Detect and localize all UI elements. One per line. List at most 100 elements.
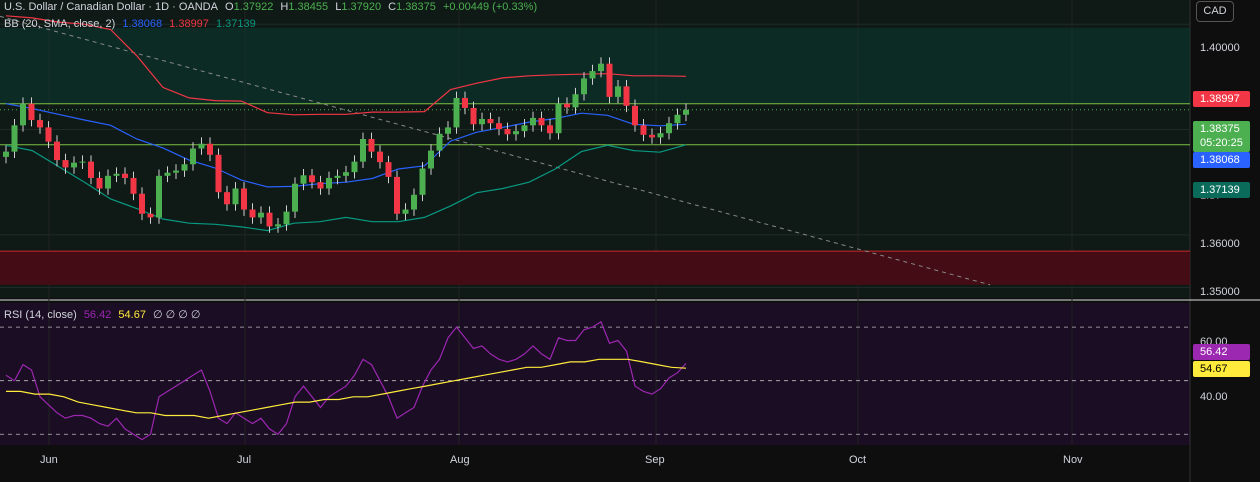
- candle-body-41: [351, 161, 358, 173]
- time-axis-bg: [0, 445, 1260, 482]
- time-tick-nov: Nov: [1063, 454, 1083, 466]
- bb-label: BB (20, SMA, close, 2): [4, 18, 116, 30]
- symbol-legend: U.S. Dollar / Canadian Dollar · 1D · OAN…: [4, 1, 541, 13]
- candle-body-53: [453, 97, 460, 128]
- candle-body-23: [198, 143, 205, 149]
- candle-body-68: [581, 78, 587, 95]
- candle-body-38: [326, 177, 332, 189]
- candle-body-20: [173, 170, 179, 173]
- candle-body-55: [470, 107, 477, 125]
- candle-body-33: [283, 211, 290, 225]
- time-tick-sep: Sep: [645, 454, 665, 466]
- candle-body-12: [105, 175, 111, 189]
- candle-body-15: [130, 177, 137, 194]
- candle-body-5: [45, 127, 52, 142]
- candle-body-28: [241, 188, 247, 210]
- candle-body-17: [147, 213, 154, 218]
- candle-body-77: [657, 133, 664, 138]
- candle-body-9: [79, 161, 86, 163]
- bb-upper-tag: 1.38997: [1193, 91, 1250, 107]
- candle-body-63: [538, 117, 545, 126]
- bb-basis-value: 1.38068: [122, 18, 163, 30]
- candle-body-79: [674, 114, 681, 124]
- candle-body-40: [343, 172, 349, 176]
- time-tick-oct: Oct: [849, 454, 867, 466]
- candle-body-80: [683, 109, 689, 115]
- candle-body-11: [96, 177, 103, 189]
- bb-legend[interactable]: BB (20, SMA, close, 2) 1.38068 1.38997 1…: [4, 18, 260, 30]
- open-label: O: [225, 1, 234, 13]
- rsi-sma-line: [6, 358, 687, 419]
- candle-body-22: [190, 148, 196, 165]
- candle-body-7: [62, 160, 69, 168]
- currency-button[interactable]: CAD: [1196, 1, 1234, 22]
- candle-body-31: [266, 212, 273, 227]
- bb-lower-line: [5, 144, 687, 232]
- price-tick-1.40: 1.40000: [1200, 42, 1240, 54]
- candle-body-64: [547, 125, 553, 134]
- time-tick-jul: Jul: [237, 454, 252, 466]
- candle-body-67: [572, 94, 579, 108]
- symbol-title: U.S. Dollar / Canadian Dollar · 1D · OAN…: [4, 1, 218, 13]
- resistance-zone: [0, 27, 1190, 104]
- low-value: 1.37920: [341, 1, 382, 13]
- bb-upper-line: [5, 15, 687, 116]
- candle-body-4: [37, 120, 43, 128]
- candle-body-54: [462, 97, 468, 108]
- candle-body-25: [215, 154, 222, 193]
- candle-body-52: [445, 127, 451, 134]
- candle-body-50: [428, 150, 434, 169]
- last-price-tag: 1.38375 05:20:25: [1193, 121, 1250, 152]
- candle-body-45: [385, 162, 392, 177]
- candle-body-35: [300, 175, 307, 184]
- candle-body-2: [20, 103, 26, 126]
- candle-body-49: [419, 168, 426, 195]
- candle-body-39: [334, 175, 341, 178]
- rsi-sma-tag: 54.67: [1193, 361, 1250, 377]
- rsi-line: [5, 320, 687, 441]
- candle-body-13: [113, 173, 120, 176]
- close-label: C: [388, 1, 397, 13]
- candle-body-29: [249, 209, 256, 218]
- candle-body-58: [496, 123, 502, 129]
- high-value: 1.38455: [288, 1, 329, 13]
- candle-body-74: [632, 105, 638, 126]
- trendline: [0, 15, 991, 286]
- candle-body-44: [377, 151, 383, 163]
- candle-body-65: [555, 103, 562, 134]
- rsi-legend[interactable]: RSI (14, close) 56.42 54.67 ∅ ∅ ∅ ∅: [4, 308, 205, 321]
- candle-body-36: [309, 175, 315, 183]
- candle-body-43: [368, 138, 375, 152]
- candle-body-16: [139, 193, 145, 214]
- candle-body-37: [317, 182, 324, 189]
- candle-body-70: [598, 63, 604, 72]
- candle-body-27: [232, 188, 239, 205]
- low-label: L: [335, 1, 342, 13]
- candle-body-75: [640, 125, 647, 135]
- bb-lower-tag: 1.37139: [1193, 182, 1250, 198]
- candle-body-47: [402, 209, 409, 214]
- candle-body-59: [504, 128, 511, 135]
- candle-body-71: [606, 63, 613, 97]
- rsi-tag: 56.42: [1193, 344, 1250, 360]
- rsi-label: RSI (14, close): [4, 309, 77, 321]
- candle-body-57: [487, 118, 494, 124]
- candle-body-48: [411, 194, 417, 210]
- price-tick-1.36: 1.36000: [1200, 238, 1240, 250]
- change-value: +0.00449 (+0.33%): [442, 1, 538, 13]
- candle-body-42: [360, 138, 366, 162]
- rsi-tick-40: 40.00: [1200, 391, 1228, 403]
- close-value: 1.38375: [396, 1, 436, 13]
- candle-body-73: [623, 86, 630, 106]
- candle-body-46: [394, 176, 400, 214]
- candle-body-66: [564, 103, 570, 108]
- candle-body-51: [436, 133, 443, 151]
- candle-body-69: [589, 71, 596, 79]
- candle-body-19: [164, 172, 171, 176]
- last-price-value: 1.38375: [1200, 123, 1240, 135]
- price-tick-1.35: 1.35000: [1200, 286, 1240, 298]
- candle-body-32: [275, 224, 281, 227]
- candle-body-8: [71, 162, 77, 168]
- rsi-pane-bg: [0, 303, 1190, 445]
